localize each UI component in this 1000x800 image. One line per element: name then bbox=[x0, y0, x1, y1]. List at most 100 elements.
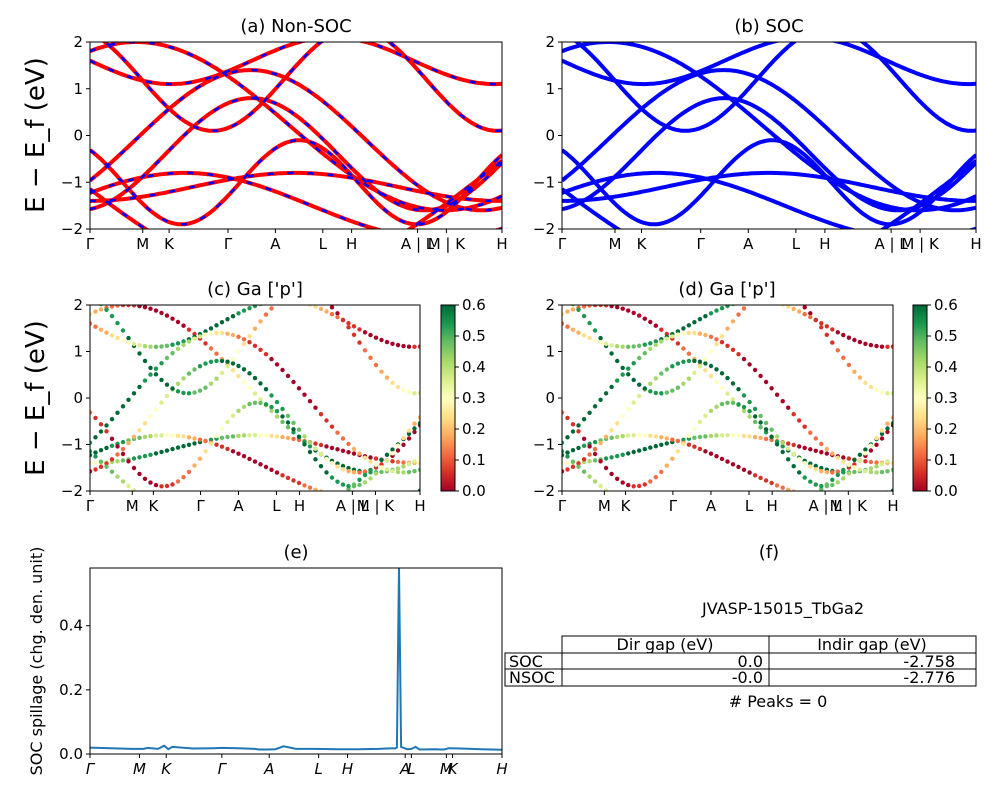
panel-d-point bbox=[830, 470, 835, 475]
panel-c-point bbox=[148, 365, 153, 371]
panel-c-point bbox=[247, 371, 252, 376]
panel-c-point bbox=[164, 448, 170, 453]
panel-d-point bbox=[714, 404, 719, 409]
panel-d-point bbox=[780, 440, 785, 445]
panel-d-point bbox=[885, 469, 890, 474]
panel-d-point bbox=[653, 444, 658, 449]
panel-b-band-6 bbox=[562, 138, 976, 227]
panel-d-point bbox=[792, 296, 796, 300]
panel-c-point bbox=[324, 309, 329, 314]
panel-d-point bbox=[648, 381, 653, 386]
panel-d-point bbox=[868, 384, 874, 390]
panel-c-point bbox=[335, 447, 340, 452]
panel-d-point bbox=[560, 294, 564, 298]
panel-c-point bbox=[181, 376, 186, 381]
panel-c-point bbox=[373, 362, 379, 368]
panel-c-point bbox=[164, 313, 170, 318]
panel-d-point bbox=[609, 455, 614, 460]
panel-c-point bbox=[164, 343, 170, 348]
panel-c-point bbox=[225, 364, 230, 369]
panel-d-point bbox=[769, 427, 774, 432]
panel-c-point bbox=[324, 470, 329, 475]
panel-c-point bbox=[346, 441, 351, 447]
panel-c-point bbox=[197, 388, 203, 393]
panel-c-point bbox=[153, 366, 159, 371]
panel-d-ytick-label: −1 bbox=[533, 436, 555, 454]
panel-c-point bbox=[318, 306, 324, 312]
panel-d-point bbox=[570, 464, 576, 469]
panel-c-point bbox=[247, 334, 252, 339]
panel-c-point bbox=[181, 475, 186, 480]
panel-c-point bbox=[324, 504, 328, 508]
panel-c-point bbox=[175, 389, 181, 394]
panel-c-point bbox=[175, 433, 181, 438]
panel-d-point bbox=[813, 467, 818, 472]
panel-d-point bbox=[592, 451, 598, 457]
panel-d-point bbox=[774, 434, 780, 439]
panel-d-point bbox=[626, 366, 631, 371]
panel-c-point bbox=[241, 341, 247, 347]
panel-c-point bbox=[214, 351, 219, 356]
panel-d-point bbox=[587, 320, 592, 326]
panel-d-point bbox=[615, 476, 620, 481]
panel-b-xtick-label: K bbox=[637, 235, 648, 253]
panel-d-point bbox=[692, 426, 697, 431]
panel-d-point bbox=[719, 340, 725, 345]
panel-a-xtick-label: K bbox=[164, 235, 175, 253]
panel-d-point bbox=[659, 524, 663, 528]
panel-c-point bbox=[219, 330, 225, 336]
panel-c-point bbox=[109, 305, 115, 309]
panel-d-point bbox=[835, 480, 840, 485]
panel-d-point bbox=[587, 410, 592, 415]
panel-c-point bbox=[390, 447, 395, 452]
panel-c-point bbox=[368, 467, 373, 473]
panel-d-point bbox=[653, 390, 658, 396]
panel-c-point bbox=[225, 331, 230, 336]
panel-e-xtick-label: K bbox=[161, 760, 172, 778]
panel-d-xtick-label: A bbox=[706, 497, 717, 515]
panel-d-point bbox=[769, 434, 774, 439]
panel-d-point bbox=[725, 433, 730, 438]
panel-d-point bbox=[747, 414, 752, 419]
panel-c-point bbox=[175, 341, 181, 346]
panel-d-point bbox=[576, 307, 581, 312]
panel-c-points bbox=[90, 305, 420, 537]
panel-d-point bbox=[587, 444, 592, 449]
panel-d-point bbox=[609, 351, 614, 356]
panel-c-point bbox=[153, 372, 159, 377]
panel-c-point bbox=[263, 402, 269, 407]
panel-c-point bbox=[280, 414, 285, 419]
panel-c-point bbox=[324, 456, 329, 462]
panel-d-point bbox=[813, 436, 818, 441]
panel-c-point bbox=[384, 339, 390, 345]
panel-d-point bbox=[841, 455, 846, 460]
panel-d-point bbox=[697, 317, 703, 322]
panel-d-point bbox=[631, 433, 636, 438]
panel-d-point bbox=[670, 437, 675, 442]
panel-c-xtick-label: Γ bbox=[196, 497, 205, 515]
panel-c-point bbox=[401, 343, 406, 349]
panel-c-point bbox=[175, 319, 181, 325]
panel-d-point bbox=[824, 470, 829, 475]
panel-c-point bbox=[230, 368, 236, 373]
panel-d-point bbox=[846, 462, 852, 467]
panel-d-title: (d) Ga ['p'] bbox=[678, 279, 775, 300]
panel-b-xtick-label: Γ bbox=[558, 235, 567, 253]
panel-d-point bbox=[730, 397, 736, 402]
panel-c-point bbox=[412, 459, 417, 464]
panel-b-bands bbox=[562, 42, 976, 229]
panel-d-point bbox=[686, 433, 692, 439]
panel-d-point bbox=[576, 330, 581, 335]
panel-c-point bbox=[335, 430, 340, 435]
panel-d-point bbox=[603, 434, 609, 439]
panel-c-point bbox=[401, 435, 406, 441]
panel-c-point bbox=[214, 533, 218, 537]
panel-c-point bbox=[93, 450, 98, 455]
panel-d-point bbox=[725, 534, 729, 538]
panel-c-point bbox=[368, 355, 373, 360]
panel-d-point bbox=[769, 300, 773, 304]
panel-c-point bbox=[192, 526, 196, 530]
panel-c-xtick-label: L bbox=[272, 497, 281, 515]
panel-d-point bbox=[664, 336, 669, 341]
